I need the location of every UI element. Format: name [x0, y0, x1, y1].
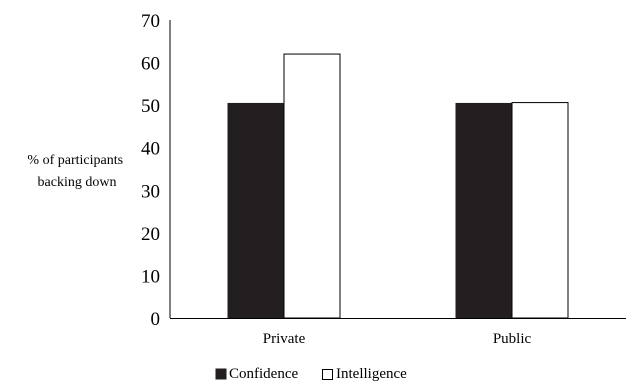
y-tick-label: 10: [141, 266, 160, 287]
bar-confidence-private: [227, 102, 285, 319]
bar-intelligence-public: [511, 102, 569, 319]
legend-swatch-confidence: [215, 368, 227, 380]
y-axis: 0 10 20 30 40 50 60 70: [141, 11, 171, 330]
bars: [227, 53, 569, 319]
y-tick-label: 40: [141, 139, 160, 160]
legend: Confidence Intelligence: [215, 366, 407, 382]
y-tick-label: 50: [141, 96, 160, 117]
y-axis-label-line-1: % of participants: [27, 153, 123, 168]
x-tick-label: Private: [263, 331, 306, 347]
y-tick-label: 0: [151, 309, 161, 330]
legend-swatch-intelligence: [322, 369, 333, 380]
x-tick-label: Public: [493, 331, 532, 347]
legend-label-intelligence: Intelligence: [336, 366, 407, 382]
y-axis-label: % of participants backing down: [27, 153, 126, 190]
bar-intelligence-private: [283, 53, 341, 319]
y-tick-label: 70: [141, 11, 160, 32]
bar-confidence-public: [455, 102, 513, 319]
y-axis-label-line-2: backing down: [38, 175, 117, 190]
y-tick-label: 30: [141, 181, 160, 202]
legend-label-confidence: Confidence: [229, 366, 298, 382]
y-tick-label: 20: [141, 224, 160, 245]
x-tick-labels: Private Public: [263, 331, 532, 347]
y-tick-label: 60: [141, 54, 160, 75]
y-tick-labels: 0 10 20 30 40 50 60 70: [141, 11, 160, 330]
